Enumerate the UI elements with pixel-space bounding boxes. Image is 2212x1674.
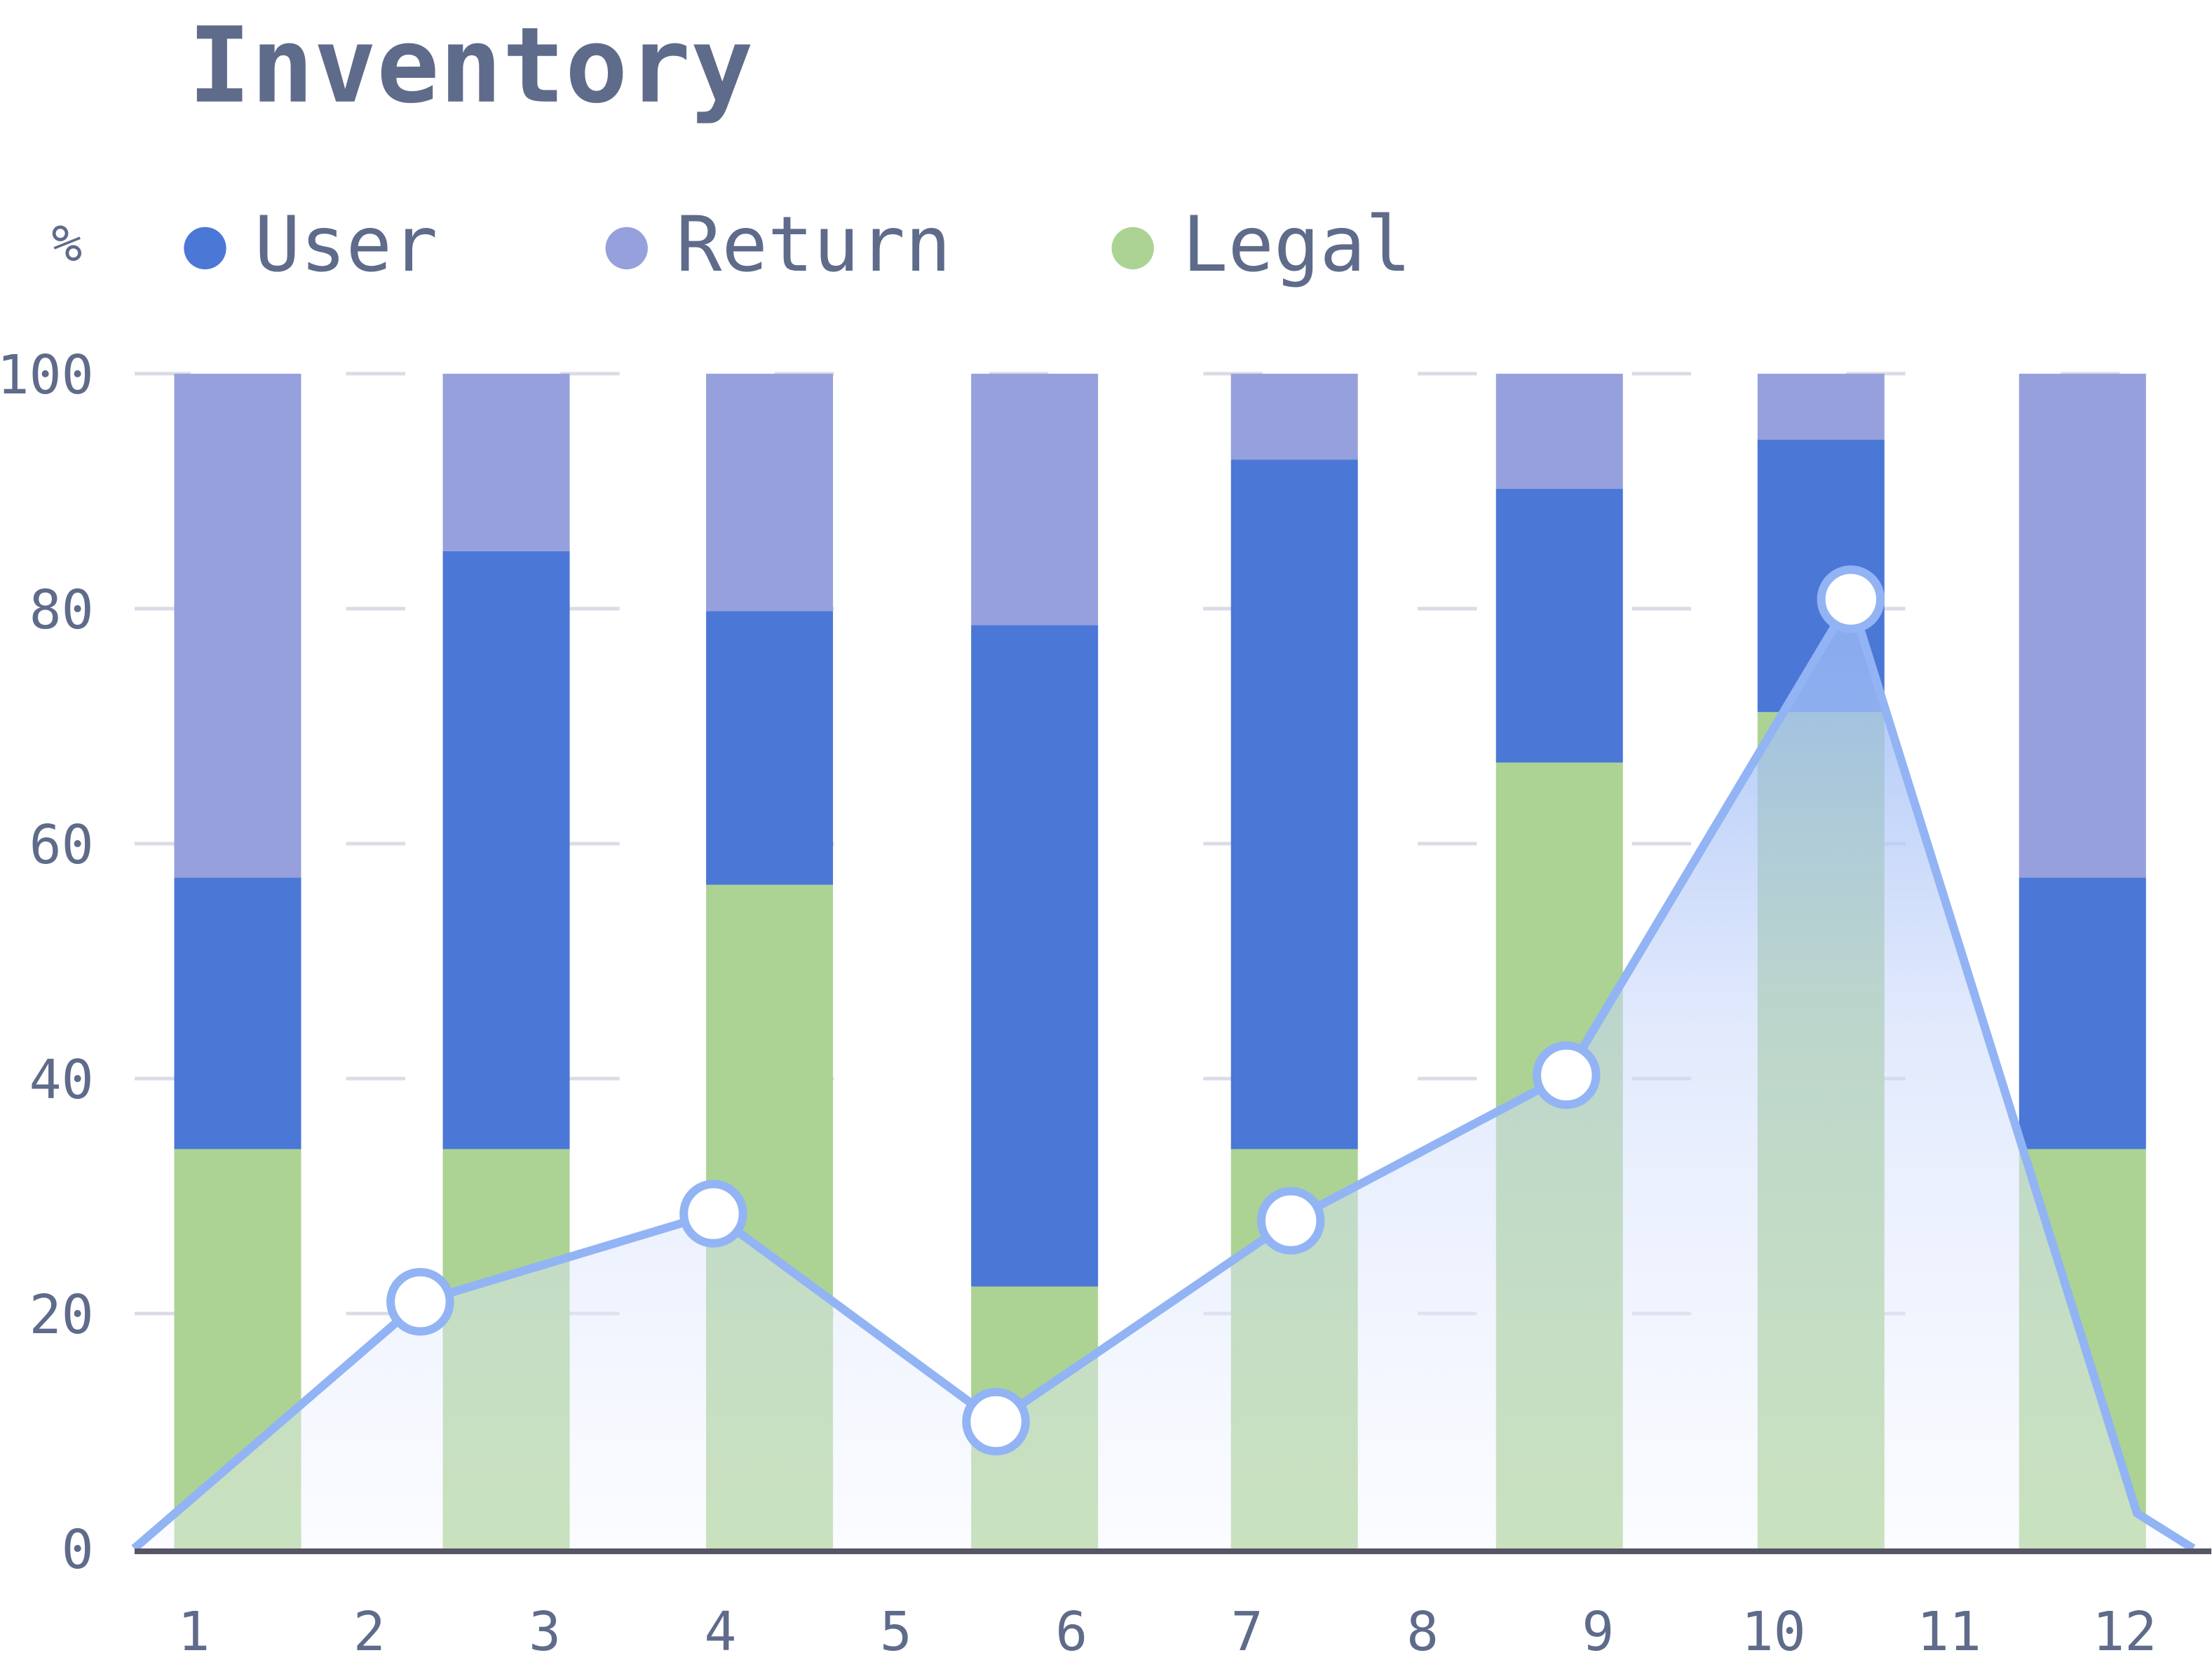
bar-user xyxy=(2018,877,2146,1149)
y-tick-label: 40 xyxy=(29,1049,94,1112)
bar-return xyxy=(971,373,1099,626)
bar-return xyxy=(174,373,301,878)
x-tick-label: 5 xyxy=(880,1601,912,1663)
line-point xyxy=(386,1267,454,1336)
bar-return xyxy=(1230,373,1358,460)
x-tick-label: 8 xyxy=(1406,1601,1439,1663)
legend-label-legal: Legal xyxy=(1182,200,1411,289)
line-series xyxy=(131,565,2196,1553)
x-tick-label: 12 xyxy=(2092,1601,2157,1663)
legend: User Return Legal xyxy=(184,200,1411,289)
bar-return xyxy=(1495,373,1623,490)
x-axis-ticks: 1 2 3 4 5 6 7 8 9 10 11 12 xyxy=(177,1601,2157,1663)
line-point xyxy=(1256,1187,1325,1255)
legend-marker-return xyxy=(605,227,648,270)
bar-user xyxy=(442,551,570,1149)
bar-user xyxy=(1230,459,1358,1149)
line-point xyxy=(962,1387,1030,1456)
legend-label-return: Return xyxy=(676,200,951,289)
x-tick-label: 2 xyxy=(353,1601,386,1663)
line-point xyxy=(679,1180,747,1248)
legend-label-user: User xyxy=(255,200,437,289)
bar-return xyxy=(442,373,570,551)
y-tick-label: 80 xyxy=(29,579,94,642)
y-axis-ticks: 0 20 40 60 80 100 xyxy=(0,344,94,1581)
x-tick-label: 10 xyxy=(1742,1601,1806,1663)
bar-user xyxy=(706,611,834,885)
legend-marker-user xyxy=(184,227,226,270)
bar-user xyxy=(174,877,301,1149)
y-tick-label: 20 xyxy=(29,1284,94,1346)
x-tick-label: 6 xyxy=(1055,1601,1087,1663)
chart-title: Inventory xyxy=(188,6,753,127)
y-tick-label: 60 xyxy=(29,814,94,877)
x-tick-label: 1 xyxy=(177,1601,210,1663)
line-point xyxy=(1817,565,1885,633)
bar-return xyxy=(706,373,834,612)
legend-marker-legal xyxy=(1111,227,1154,270)
bar-user xyxy=(971,625,1099,1287)
x-tick-label: 3 xyxy=(529,1601,561,1663)
x-tick-label: 4 xyxy=(704,1601,736,1663)
y-tick-label: 100 xyxy=(0,344,94,407)
x-tick-label: 7 xyxy=(1231,1601,1263,1663)
x-tick-label: 9 xyxy=(1582,1601,1614,1663)
bar-return xyxy=(2018,373,2146,878)
bar-return xyxy=(1757,373,1885,440)
line-area-fill xyxy=(134,599,2194,1549)
y-tick-label: 0 xyxy=(62,1519,94,1581)
bar-user xyxy=(1495,489,1623,763)
line-point xyxy=(1532,1041,1601,1109)
y-axis-label: % xyxy=(52,215,83,274)
x-tick-label: 11 xyxy=(1917,1601,1981,1663)
